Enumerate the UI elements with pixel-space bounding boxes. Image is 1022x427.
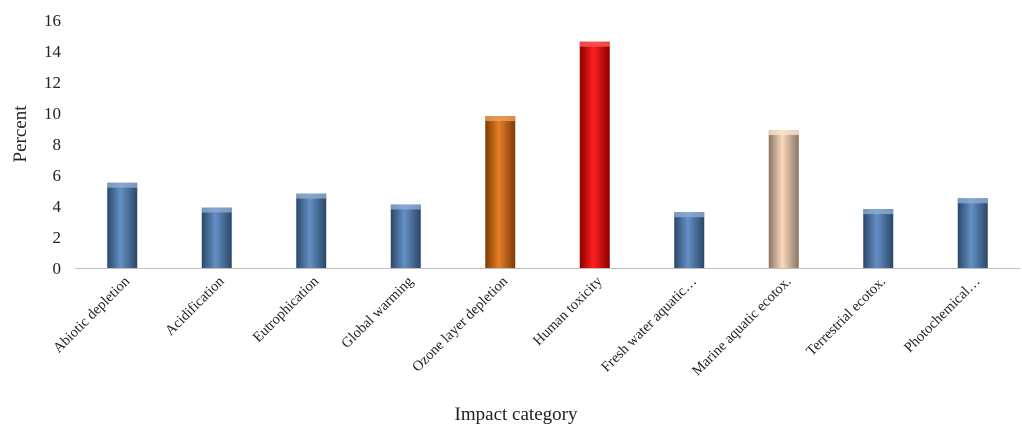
bar-top-highlight (390, 204, 421, 210)
y-tick-label: 6 (53, 166, 62, 185)
y-axis-title: Percent (10, 105, 31, 163)
bar-top-highlight (863, 209, 894, 215)
y-tick-label: 10 (44, 104, 61, 123)
bar (107, 182, 138, 268)
bar-top-highlight (579, 41, 610, 47)
y-axis-ticks: 0 2 4 6 8 10 12 14 16 (44, 11, 62, 278)
bar-top-highlight (674, 212, 705, 218)
bars (107, 41, 988, 269)
y-tick-label: 8 (53, 135, 62, 154)
bar-top-highlight (485, 116, 516, 122)
bar-top-highlight (201, 207, 232, 213)
y-tick-label: 14 (44, 42, 62, 61)
bar (390, 204, 421, 268)
y-tick-label: 0 (53, 259, 62, 278)
x-tick-label: Terrestrial ecotox. (803, 274, 889, 360)
bar-top-highlight (107, 182, 138, 188)
x-tick-label: Marine aquatic ecotox. (689, 274, 795, 380)
x-tick-label: Abiotic depletion (50, 273, 133, 356)
x-tick-label: Eutrophication (250, 273, 323, 346)
bar-top-highlight (957, 198, 988, 204)
x-tick-label: Global warming (338, 274, 416, 352)
x-tick-label: Ozone layer depletion (409, 273, 511, 375)
x-tick-label: Fresh water aquatic… (598, 274, 700, 376)
y-tick-label: 4 (53, 197, 62, 216)
x-tick-label: Photochemical… (901, 274, 983, 356)
bar (296, 193, 327, 268)
bar (768, 130, 799, 268)
y-tick-label: 12 (44, 73, 61, 92)
x-tick-label: Human toxicity (530, 273, 606, 349)
bar (579, 41, 610, 269)
x-axis-title: Impact category (455, 404, 578, 425)
bar (674, 212, 705, 268)
x-tick-label: Acidification (162, 273, 228, 339)
bar (485, 116, 516, 268)
y-tick-label: 2 (53, 228, 62, 247)
bar (201, 207, 232, 268)
bar (957, 198, 988, 268)
x-axis-tick-labels: Abiotic depletion Acidification Eutrophica… (50, 273, 983, 379)
bar-top-highlight (768, 130, 799, 136)
bar-top-highlight (296, 193, 327, 199)
y-tick-label: 16 (44, 11, 61, 30)
bar (863, 209, 894, 268)
